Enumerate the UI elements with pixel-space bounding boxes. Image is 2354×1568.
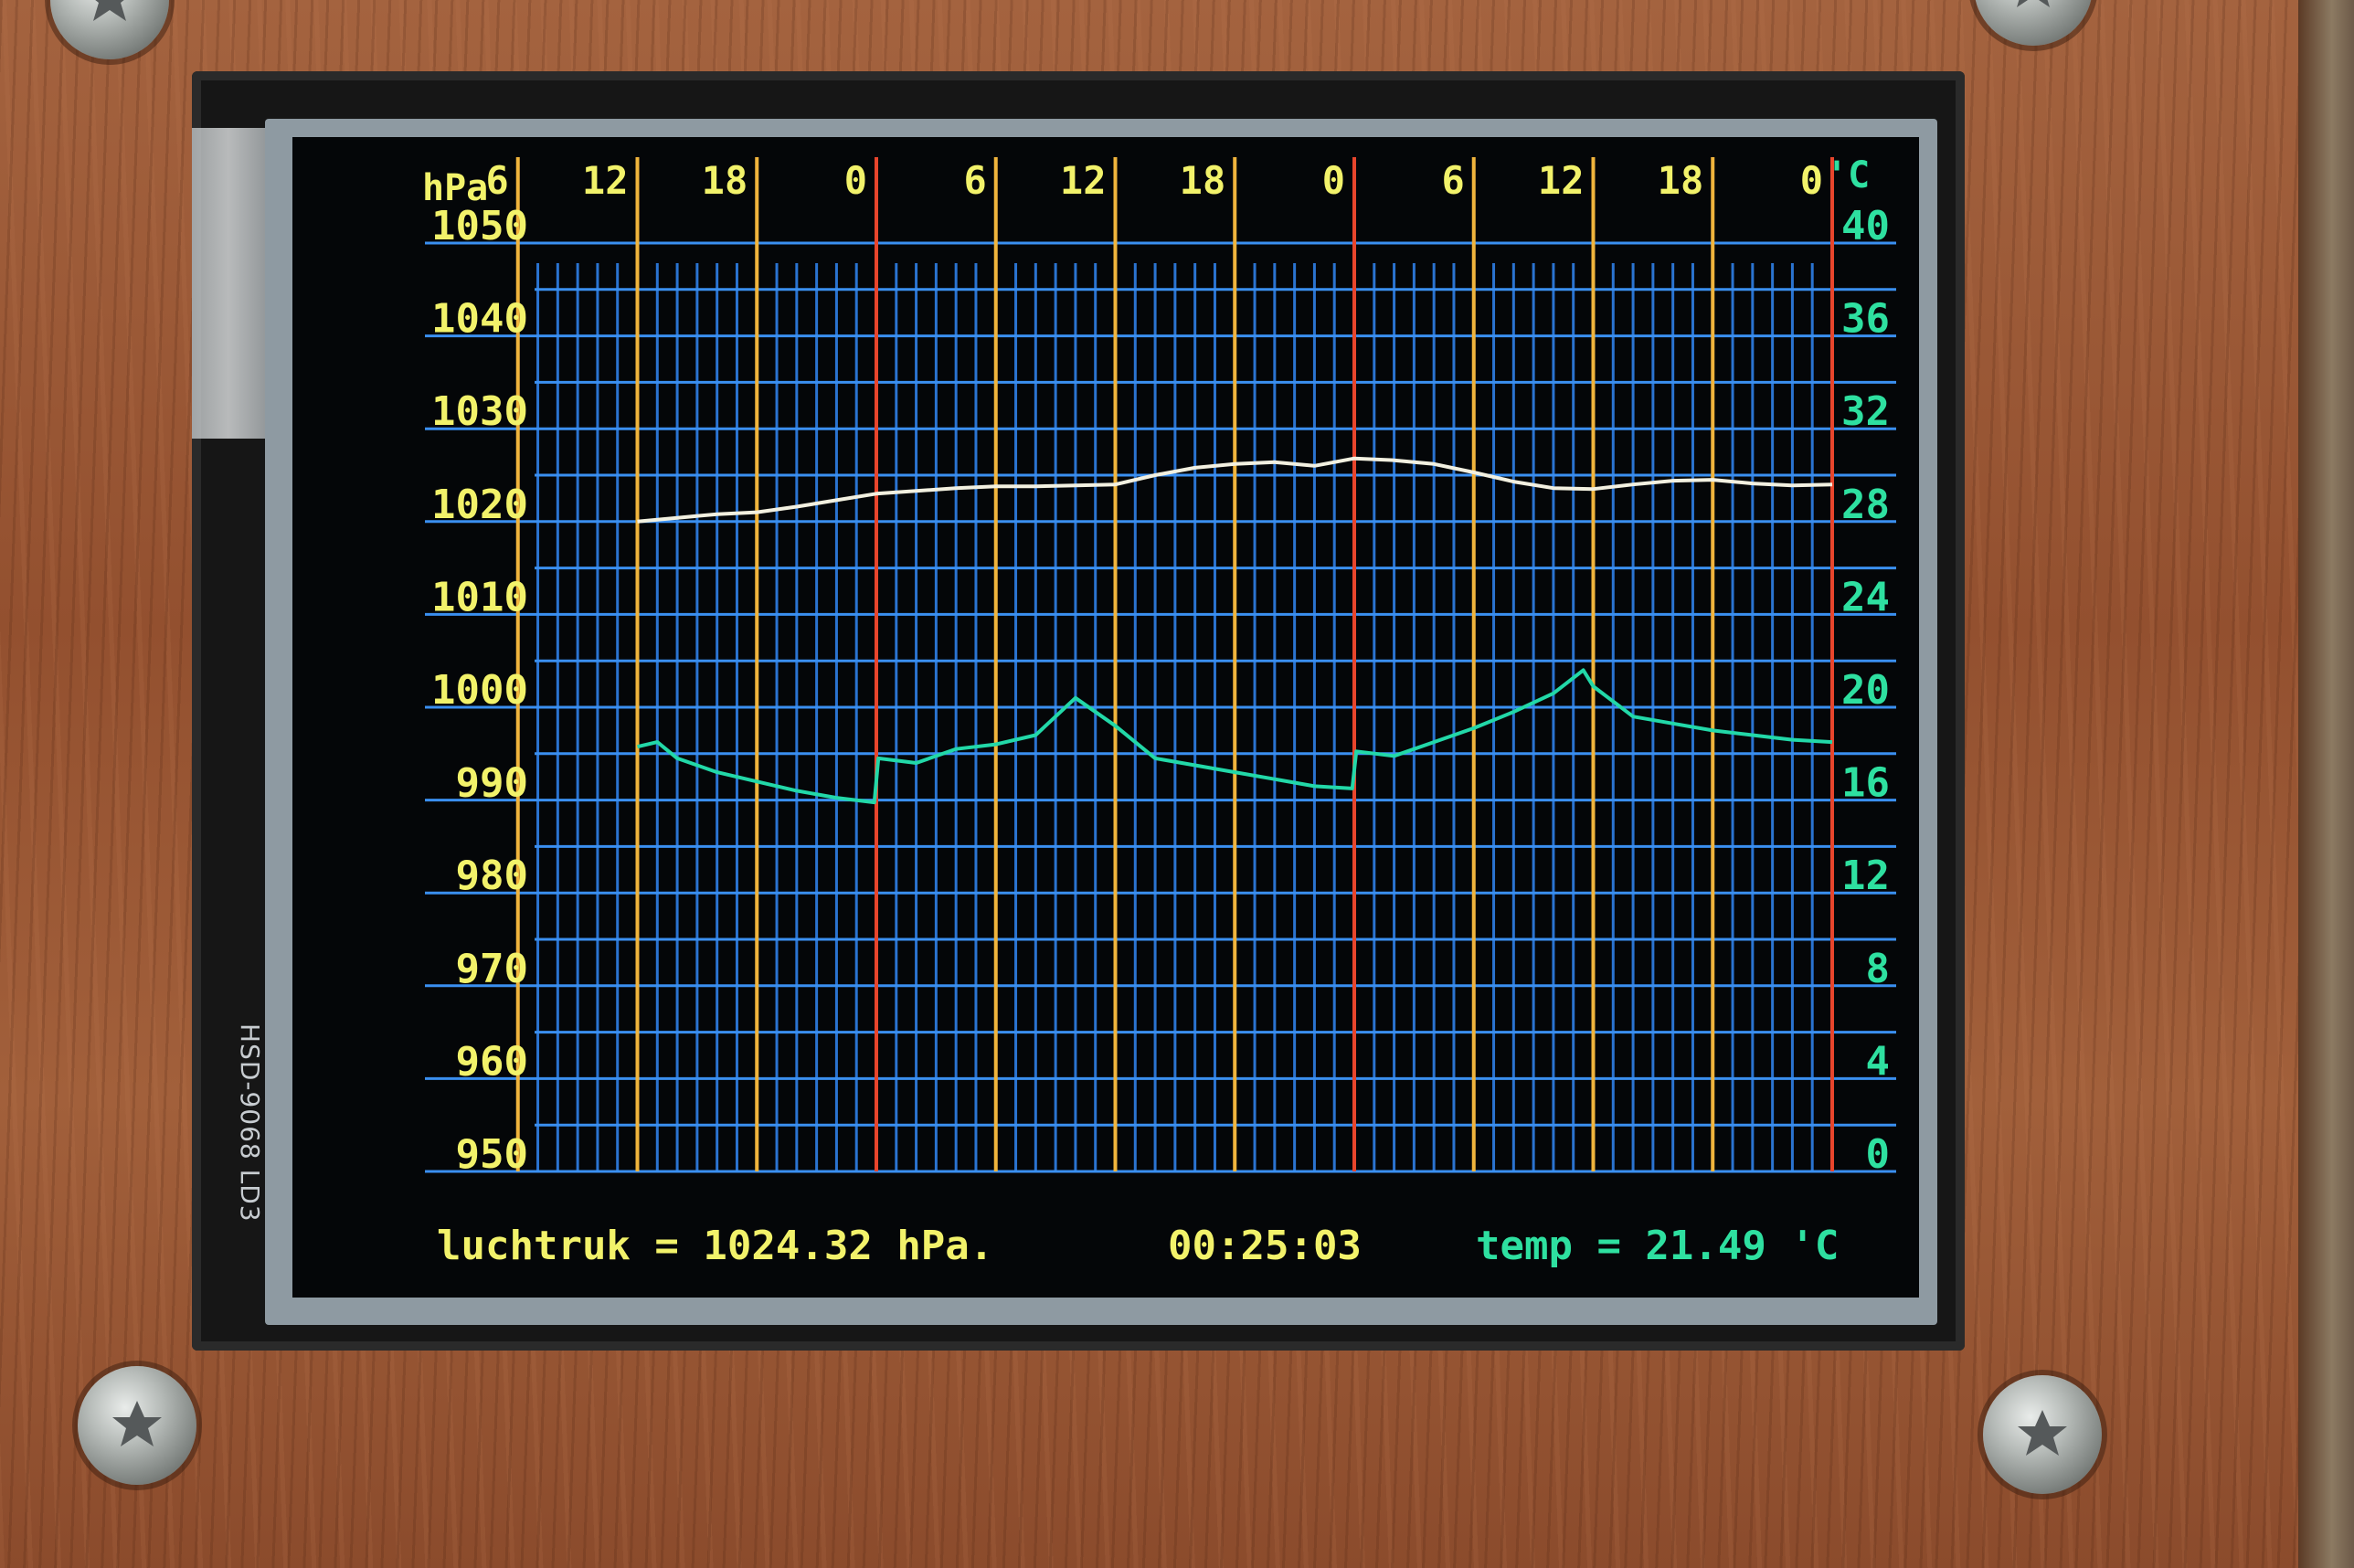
temperature-readout: temp = 21.49 'C <box>1476 1223 1839 1269</box>
x-tick-label: 0 <box>1800 158 1823 203</box>
pressure-readout: luchtruk = 1024.32 hPa. <box>437 1223 993 1269</box>
x-tick-label: 18 <box>1658 158 1704 203</box>
right-tick-label: 12 <box>1841 853 1890 899</box>
left-axis-unit: hPa <box>422 167 488 209</box>
right-tick-label: 16 <box>1841 760 1890 807</box>
left-tick-label: 1000 <box>431 667 528 714</box>
right-tick-label: 32 <box>1841 388 1890 435</box>
screw-bottom-left-icon <box>78 1366 196 1485</box>
axis-labels: hPa 'C 6 12 18 0 6 12 18 0 6 12 18 0 1050 1040 1030 102… <box>422 154 1890 1178</box>
pressure-trace <box>637 456 1833 524</box>
x-tick-label: 6 <box>963 158 986 203</box>
enclosure-edge <box>2298 0 2354 1568</box>
right-tick-label: 20 <box>1841 667 1890 714</box>
left-tick-label: 950 <box>456 1131 528 1178</box>
left-tick-label: 960 <box>456 1038 528 1085</box>
panel-model-label: HSD-9068 LD3 <box>235 1023 265 1223</box>
right-tick-label: 0 <box>1866 1131 1891 1178</box>
x-tick-label: 12 <box>1060 158 1107 203</box>
x-tick-label: 6 <box>485 158 508 203</box>
clock-readout: 00:25:03 <box>1168 1223 1362 1269</box>
traces <box>637 456 1833 805</box>
left-tick-label: 1040 <box>431 296 528 343</box>
right-tick-label: 36 <box>1841 296 1890 343</box>
temperature-trace <box>637 668 1833 805</box>
left-tick-label: 1030 <box>431 388 528 435</box>
left-tick-label: 1010 <box>431 574 528 620</box>
x-tick-label: 12 <box>1538 158 1585 203</box>
flex-cable <box>192 128 265 439</box>
right-axis-unit: 'C <box>1826 154 1870 196</box>
x-tick-label: 12 <box>582 158 629 203</box>
x-tick-label: 0 <box>844 158 867 203</box>
right-tick-label: 24 <box>1841 574 1890 620</box>
left-tick-label: 980 <box>456 853 528 899</box>
left-tick-label: 990 <box>456 760 528 807</box>
x-tick-label: 18 <box>1180 158 1226 203</box>
hour-lines <box>515 157 1834 1171</box>
right-tick-label: 4 <box>1866 1038 1891 1085</box>
right-tick-label: 8 <box>1866 946 1891 992</box>
left-tick-label: 970 <box>456 946 528 992</box>
x-tick-label: 18 <box>702 158 748 203</box>
left-tick-label: 1050 <box>431 203 528 249</box>
status-bar: luchtruk = 1024.32 hPa. 00:25:03 temp = … <box>437 1223 1839 1269</box>
horizontal-grid <box>425 241 1896 1173</box>
right-tick-label: 40 <box>1841 203 1890 249</box>
x-tick-label: 0 <box>1322 158 1345 203</box>
right-tick-label: 28 <box>1841 482 1890 528</box>
x-tick-label: 6 <box>1441 158 1464 203</box>
left-tick-label: 1020 <box>431 482 528 528</box>
screw-bottom-right-icon <box>1983 1375 2102 1494</box>
